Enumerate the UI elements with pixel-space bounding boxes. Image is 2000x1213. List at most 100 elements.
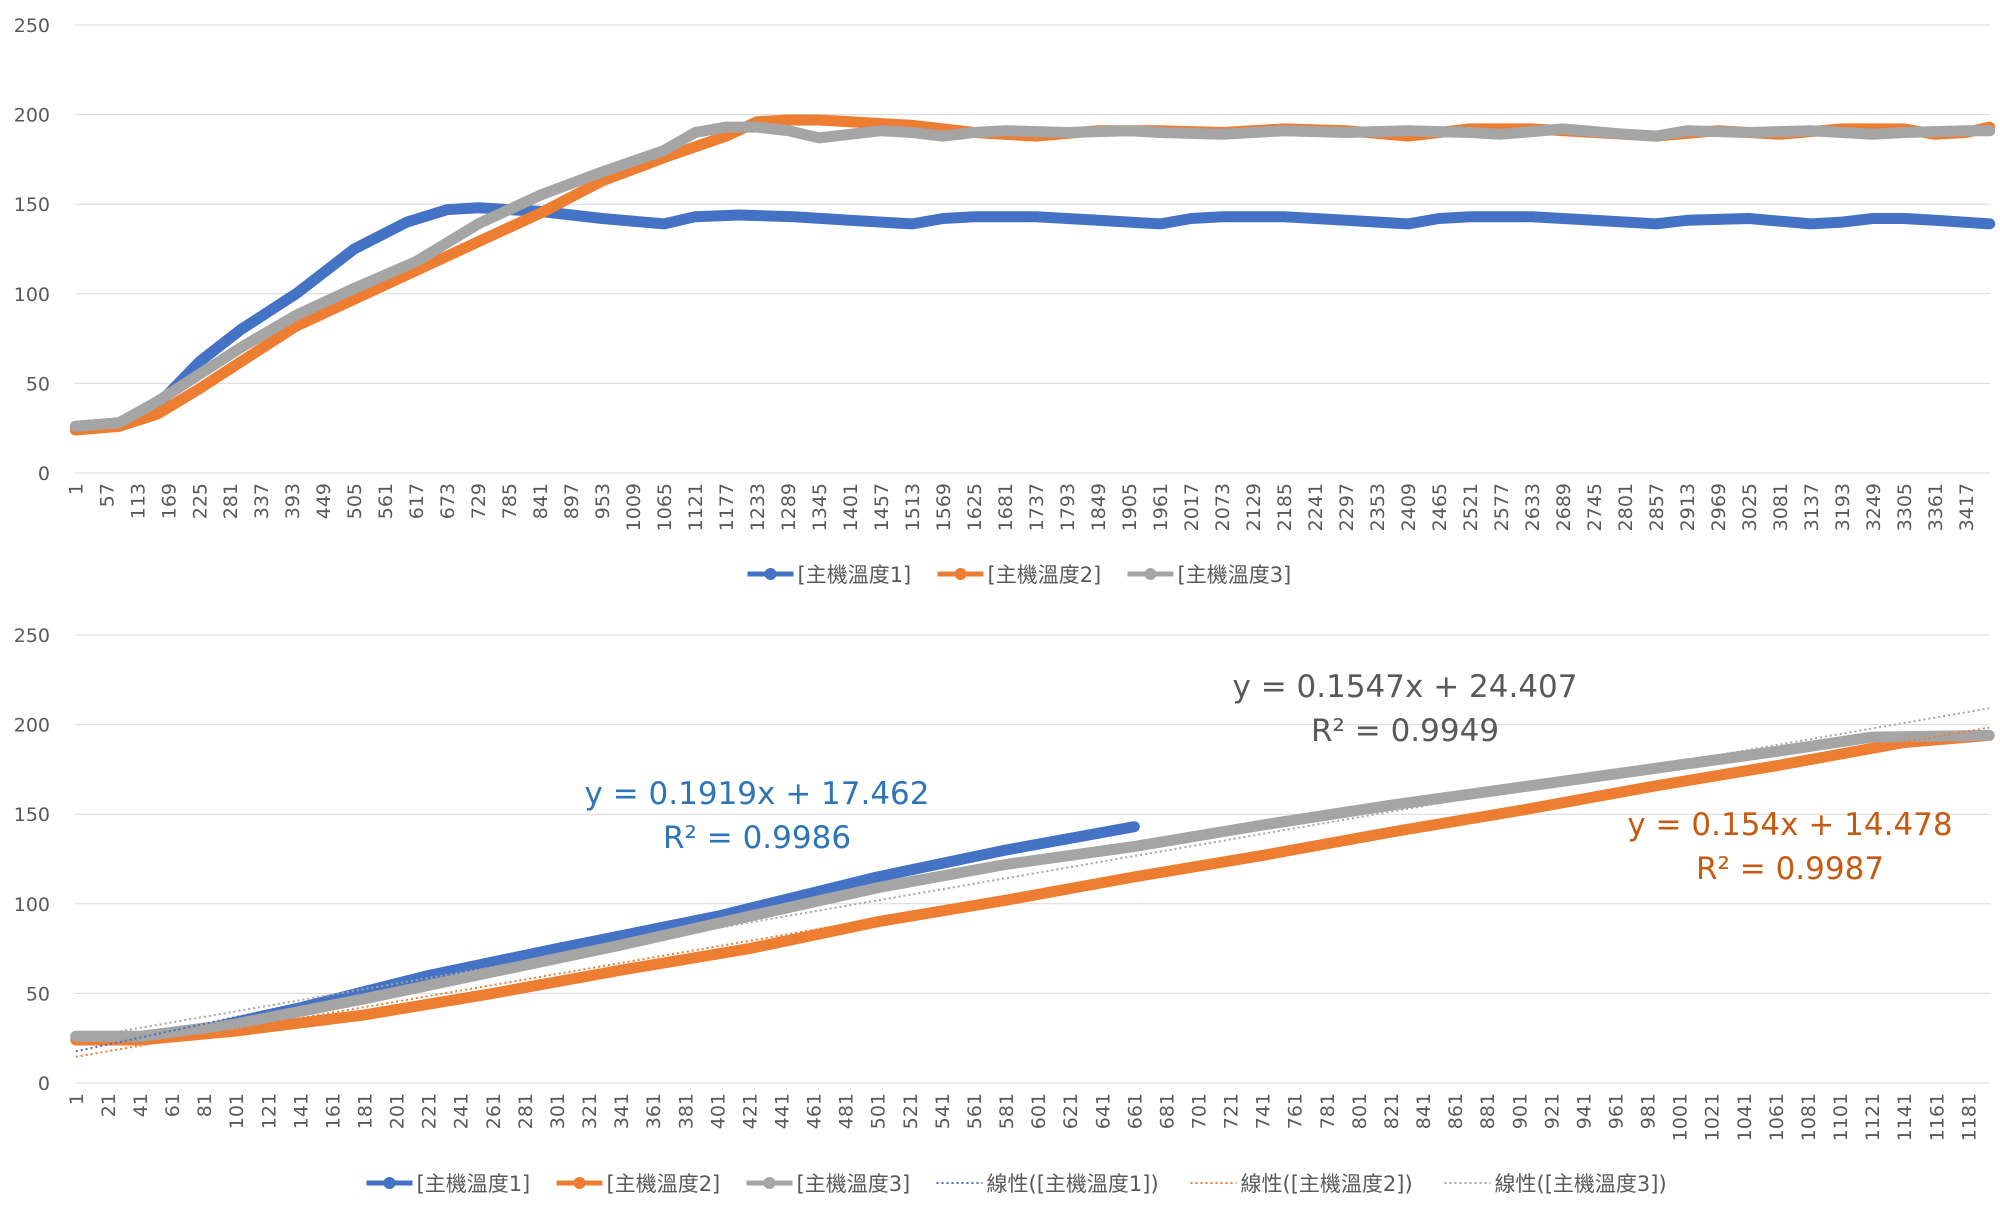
x-tick-label: 3305 (1894, 483, 1916, 531)
y-tick-label: 150 (14, 804, 50, 826)
y-tick-label: 200 (14, 105, 50, 127)
x-tick-label: 981 (1638, 1093, 1660, 1129)
y-tick-label: 250 (14, 625, 50, 647)
x-tick-label: 101 (226, 1093, 248, 1129)
x-tick-label: 781 (1317, 1093, 1339, 1129)
x-tick-label: 617 (406, 483, 428, 519)
x-tick-label: 661 (1124, 1093, 1146, 1129)
x-tick-label: 2745 (1584, 483, 1606, 531)
chart-2-trendline-equations: y = 0.1919x + 17.462 R² = 0.9986 y = 0.1… (585, 669, 1953, 887)
x-tick-label: 281 (220, 483, 242, 519)
legend-label: [主機溫度3] (1178, 563, 1292, 587)
x-tick-label: 2577 (1491, 483, 1513, 531)
x-tick-label: 2185 (1274, 483, 1296, 531)
x-tick-label: 401 (707, 1093, 729, 1129)
x-tick-label: 1401 (840, 483, 862, 531)
series-line-3 (70, 729, 1995, 1042)
y-tick-label: 50 (26, 983, 50, 1005)
x-tick-label: 1101 (1830, 1093, 1852, 1141)
x-tick-label: 481 (836, 1093, 858, 1129)
x-tick-label: 721 (1221, 1093, 1243, 1129)
y-tick-label: 100 (14, 894, 50, 916)
trendline-3 (75, 707, 1990, 1040)
x-tick-label: 673 (437, 483, 459, 519)
x-tick-label: 3137 (1801, 483, 1823, 531)
x-tick-label: 561 (964, 1093, 986, 1129)
x-tick-label: 461 (804, 1093, 826, 1129)
y-tick-label: 0 (38, 1073, 50, 1095)
x-tick-label: 61 (162, 1093, 184, 1117)
chart-1-series (69, 114, 1996, 436)
trendline-1 (75, 823, 1135, 1053)
x-tick-label: 541 (932, 1093, 954, 1129)
x-tick-label: 121 (258, 1093, 280, 1129)
x-tick-label: 1569 (933, 483, 955, 531)
x-tick-label: 641 (1092, 1093, 1114, 1129)
trendline-2-r-squared: R² = 0.9987 (1696, 851, 1884, 887)
x-tick-label: 21 (98, 1093, 120, 1117)
x-tick-label: 841 (1413, 1093, 1435, 1129)
x-tick-label: 2409 (1398, 483, 1420, 531)
x-tick-label: 785 (499, 483, 521, 519)
chart-1-x-axis-ticks: 1 57 113 169 225 281 337 393 449 505 561 617 673 729 7… (65, 483, 1978, 531)
x-tick-label: 561 (375, 483, 397, 519)
x-tick-label: 505 (344, 483, 366, 519)
y-tick-label: 50 (26, 373, 50, 395)
x-tick-label: 961 (1606, 1093, 1628, 1129)
x-tick-label: 141 (290, 1093, 312, 1129)
x-tick-label: 761 (1285, 1093, 1307, 1129)
y-tick-label: 0 (38, 463, 50, 485)
legend-marker-1 (383, 1177, 396, 1189)
trendline-1-r-squared: R² = 0.9986 (663, 820, 851, 856)
x-tick-label: 2353 (1367, 483, 1389, 531)
x-tick-label: 1793 (1057, 483, 1079, 531)
x-tick-label: 941 (1573, 1093, 1595, 1129)
chart-1-legend: [主機溫度1] [主機溫度2] [主機溫度3] (747, 563, 1292, 587)
series-line-1 (69, 202, 1996, 432)
x-tick-label: 441 (771, 1093, 793, 1129)
x-tick-label: 321 (579, 1093, 601, 1129)
x-tick-label: 57 (96, 483, 118, 507)
x-tick-label: 1041 (1734, 1093, 1756, 1141)
chart-1-gridlines (75, 24, 1990, 474)
chart-1-y-axis-ticks: 0 50 100 150 200 250 (14, 15, 50, 485)
series-line-3 (69, 121, 1996, 432)
y-tick-label: 100 (14, 284, 50, 306)
x-tick-label: 1 (66, 1093, 88, 1105)
x-tick-label: 3025 (1739, 483, 1761, 531)
x-tick-label: 897 (561, 483, 583, 519)
x-tick-label: 1625 (964, 483, 986, 531)
trendline-2 (75, 726, 1990, 1058)
x-tick-label: 1289 (778, 483, 800, 531)
x-tick-label: 953 (592, 483, 614, 519)
x-tick-label: 1457 (871, 483, 893, 531)
x-tick-label: 241 (451, 1093, 473, 1129)
chart-2-x-axis-ticks: 1 21 41 61 81 101 121 141 161 181 201 221 241 261 281 3… (66, 1093, 1981, 1141)
x-tick-label: 3361 (1925, 483, 1947, 531)
x-tick-label: 881 (1477, 1093, 1499, 1129)
x-tick-label: 41 (130, 1093, 152, 1117)
legend-marker-1 (764, 568, 777, 580)
legend-label: [主機溫度2] (607, 1172, 721, 1196)
x-tick-label: 161 (322, 1093, 344, 1129)
x-tick-label: 1081 (1798, 1093, 1820, 1141)
x-tick-label: 1905 (1119, 483, 1141, 531)
x-tick-label: 2969 (1708, 483, 1730, 531)
chart-2-legend: [主機溫度1] [主機溫度2] [主機溫度3] 線性([主機溫度1]) 線性([主機溫度… (366, 1172, 1667, 1196)
x-tick-label: 3193 (1832, 483, 1854, 531)
x-tick-label: 1737 (1026, 483, 1048, 531)
x-tick-label: 1009 (623, 483, 645, 531)
x-tick-label: 3081 (1770, 483, 1792, 531)
x-tick-label: 2857 (1646, 483, 1668, 531)
x-tick-label: 841 (530, 483, 552, 519)
x-tick-label: 113 (127, 483, 149, 519)
chart-2-trendlines (75, 707, 1990, 1058)
x-tick-label: 2017 (1181, 483, 1203, 531)
x-tick-label: 81 (194, 1093, 216, 1117)
x-tick-label: 381 (675, 1093, 697, 1129)
x-tick-label: 1161 (1926, 1093, 1948, 1141)
x-tick-label: 581 (996, 1093, 1018, 1129)
legend-marker-2 (954, 568, 967, 580)
x-tick-label: 1513 (902, 483, 924, 531)
x-tick-label: 601 (1028, 1093, 1050, 1129)
